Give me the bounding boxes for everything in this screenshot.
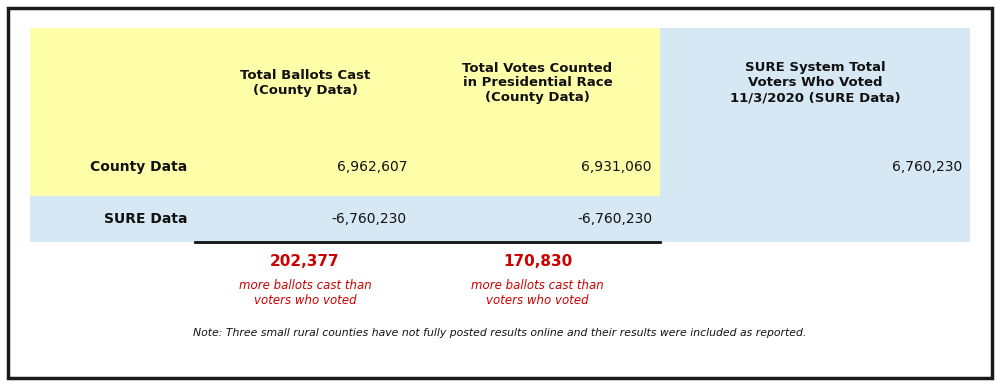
Text: -6,760,230: -6,760,230 bbox=[577, 212, 652, 226]
Text: County Data: County Data bbox=[90, 160, 187, 174]
Bar bbox=[30, 28, 660, 138]
Text: Total Ballots Cast
(County Data): Total Ballots Cast (County Data) bbox=[240, 69, 370, 97]
Text: -6,760,230: -6,760,230 bbox=[332, 212, 407, 226]
Text: Total Votes Counted
in Presidential Race
(County Data): Total Votes Counted in Presidential Race… bbox=[462, 61, 613, 105]
Text: 6,962,607: 6,962,607 bbox=[336, 160, 407, 174]
Bar bbox=[30, 138, 660, 196]
Text: 6,760,230: 6,760,230 bbox=[892, 160, 962, 174]
Text: 170,830: 170,830 bbox=[503, 254, 572, 269]
Text: more ballots cast than
voters who voted: more ballots cast than voters who voted bbox=[471, 279, 604, 307]
Text: SURE System Total
Voters Who Voted
11/3/2020 (SURE Data): SURE System Total Voters Who Voted 11/3/… bbox=[730, 61, 900, 105]
Text: SURE Data: SURE Data bbox=[104, 212, 187, 226]
FancyBboxPatch shape bbox=[8, 8, 992, 378]
Text: more ballots cast than
voters who voted: more ballots cast than voters who voted bbox=[239, 279, 371, 307]
Text: 202,377: 202,377 bbox=[270, 254, 340, 269]
Bar bbox=[30, 196, 970, 242]
Bar bbox=[660, 138, 970, 196]
Text: 6,931,060: 6,931,060 bbox=[582, 160, 652, 174]
Text: Note: Three small rural counties have not fully posted results online and their : Note: Three small rural counties have no… bbox=[193, 328, 807, 338]
Bar bbox=[660, 28, 970, 138]
